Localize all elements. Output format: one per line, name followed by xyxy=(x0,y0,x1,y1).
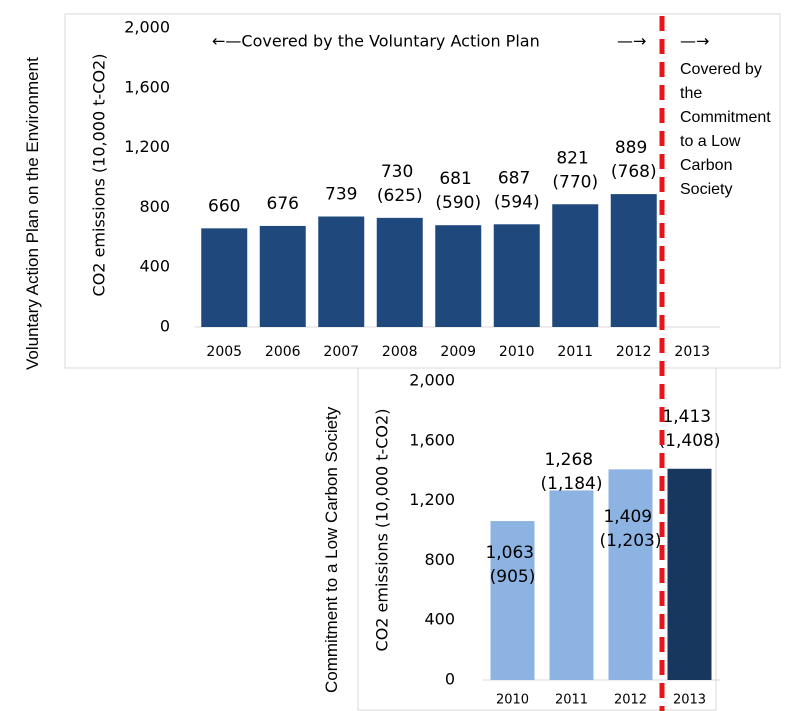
x-tick-label: 2005 xyxy=(206,344,242,360)
x-tick-label: 2006 xyxy=(265,344,301,360)
x-tick-label: 2011 xyxy=(557,344,593,360)
y-tick-label: 1,200 xyxy=(409,490,455,509)
x-tick-label: 2013 xyxy=(674,344,710,360)
y-tick-label: 2,000 xyxy=(124,18,170,37)
y-tick-label: 400 xyxy=(424,610,455,629)
value-label: 1,409 (1,203) xyxy=(600,507,662,551)
bar xyxy=(549,490,594,680)
y-tick-label: 800 xyxy=(139,197,170,216)
bar xyxy=(552,204,599,327)
value-label: 687 (594) xyxy=(494,168,540,212)
bar xyxy=(435,225,482,327)
bar xyxy=(318,216,365,327)
side-label: Voluntary Action Plan on the Environment xyxy=(23,57,42,370)
bar xyxy=(610,194,657,327)
y-tick-label: 0 xyxy=(445,670,455,689)
bar xyxy=(201,228,248,327)
annotation: ←—Covered by the Voluntary Action Plan xyxy=(212,32,540,51)
y-axis-label: CO2 emissions (10,000 t-CO2) xyxy=(90,54,109,297)
value-label: 1,063 (905) xyxy=(485,543,539,587)
y-tick-label: 1,200 xyxy=(124,137,170,156)
y-tick-label: 0 xyxy=(160,317,170,336)
side-label: Commitment to a Low Carbon Society xyxy=(322,406,341,693)
value-label: 739 xyxy=(325,185,357,205)
value-label: 660 xyxy=(208,196,240,216)
bar xyxy=(259,225,306,327)
x-tick-label: 2013 xyxy=(673,693,706,708)
y-axis-label: CO2 emissions (10,000 t-CO2) xyxy=(373,409,392,652)
value-label: 821 (770) xyxy=(552,148,598,192)
y-tick-label: 1,600 xyxy=(124,77,170,96)
bar xyxy=(376,217,423,327)
value-label: 676 xyxy=(267,194,299,214)
value-label: 1,413 (1,408) xyxy=(659,407,721,451)
bar xyxy=(667,468,712,680)
annotation: —→ xyxy=(680,32,709,51)
y-tick-label: 400 xyxy=(139,257,170,276)
x-tick-label: 2009 xyxy=(440,344,476,360)
value-label: 681 (590) xyxy=(435,169,481,213)
bar xyxy=(490,521,535,680)
bar xyxy=(493,224,540,327)
bottom-frame xyxy=(357,367,717,711)
x-tick-label: 2007 xyxy=(323,344,359,360)
x-tick-label: 2012 xyxy=(614,693,647,708)
value-label: 1,268 (1,184) xyxy=(541,450,603,494)
value-label: 889 (768) xyxy=(611,138,657,182)
annotation: —→ xyxy=(617,32,646,51)
bar xyxy=(608,469,653,680)
annotation: Covered by the Commitment to a Low Carbo… xyxy=(680,61,771,198)
x-tick-label: 2008 xyxy=(382,344,418,360)
y-tick-label: 1,600 xyxy=(409,430,455,449)
x-tick-label: 2010 xyxy=(496,693,529,708)
x-tick-label: 2011 xyxy=(555,693,588,708)
value-label: 730 (625) xyxy=(377,162,423,206)
y-tick-label: 800 xyxy=(424,550,455,569)
y-tick-label: 2,000 xyxy=(409,371,455,390)
x-tick-label: 2010 xyxy=(499,344,535,360)
x-tick-label: 2012 xyxy=(616,344,652,360)
